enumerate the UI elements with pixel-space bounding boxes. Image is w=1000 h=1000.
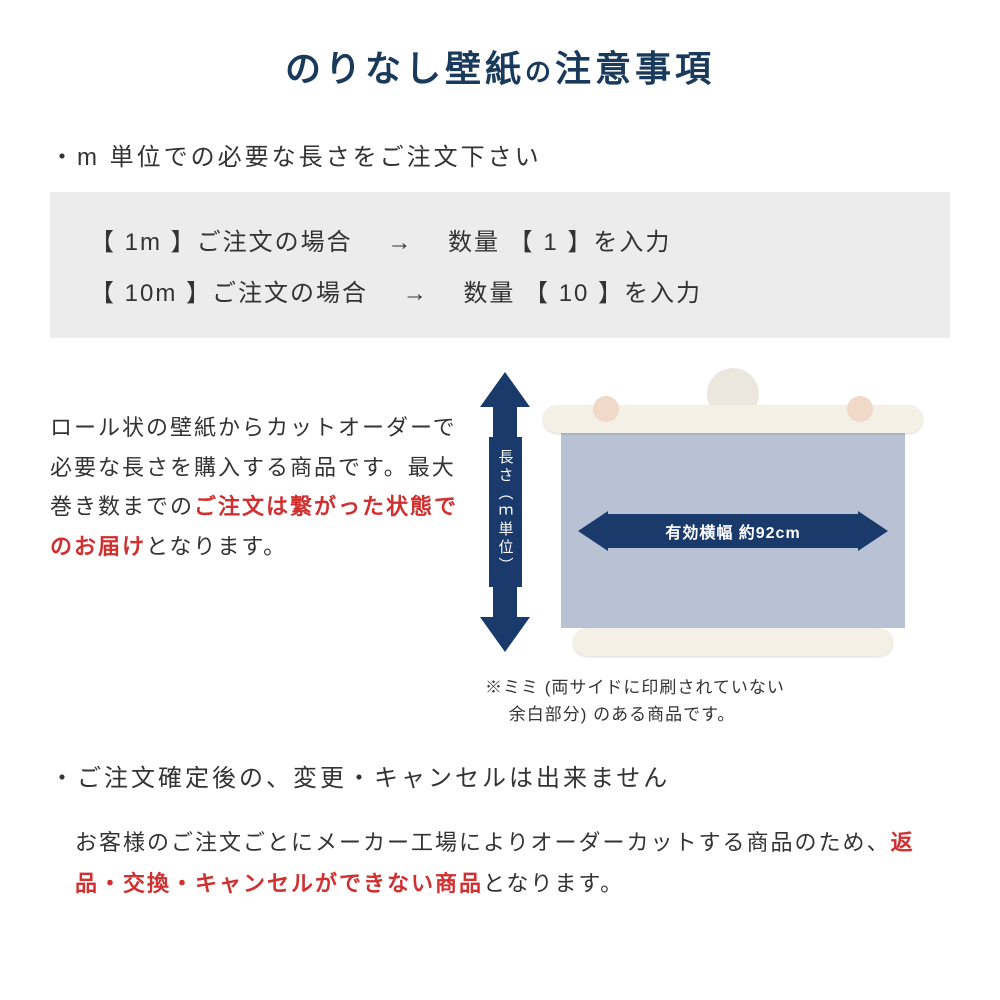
arrow-up-icon	[480, 372, 530, 407]
arrow-shaft	[493, 407, 517, 437]
hand-right-icon	[847, 396, 873, 422]
page-title: のりなし壁紙の注意事項	[50, 40, 950, 92]
desc-after: となります。	[146, 534, 287, 559]
vertical-arrow: 長さ（ｍ単位）	[475, 372, 535, 652]
title-main-before: のりなし壁紙	[285, 48, 525, 89]
horizontal-arrow: 有効横幅 約92cm	[578, 511, 888, 551]
section1-heading: ・m 単位での必要な長さをご注文下さい	[50, 137, 950, 172]
section2-body: お客様のご注文ごとにメーカー工場によりオーダーカットする商品のため、返品・交換・…	[50, 813, 950, 904]
body-before: お客様のご注文ごとにメーカー工場によりオーダーカットする商品のため、	[75, 830, 891, 855]
diagram-area: 長さ（ｍ単位） 有効横幅 約92cm ※ミミ (両サイ	[475, 368, 950, 728]
section2-heading: ・ご注文確定後の、変更・キャンセルは出来ません	[50, 758, 950, 793]
horizontal-arrow-label: 有効横幅 約92cm	[608, 514, 858, 548]
section2: ・ご注文確定後の、変更・キャンセルは出来ません お客様のご注文ごとにメーカー工場…	[50, 758, 950, 904]
arrow-right-icon	[858, 511, 888, 551]
middle-section: ロール状の壁紙からカットオーダーで必要な長さを購入する商品です。最大巻き数までの…	[50, 368, 950, 728]
body-after: となります。	[483, 871, 624, 896]
description-text: ロール状の壁紙からカットオーダーで必要な長さを購入する商品です。最大巻き数までの…	[50, 368, 460, 728]
paper-sheet: 有効横幅 約92cm	[561, 433, 905, 628]
diagram-note: ※ミミ (両サイドに印刷されていない 余白部分) のある商品です。	[475, 674, 950, 728]
vertical-arrow-label: 長さ（ｍ単位）	[489, 437, 522, 587]
example-box: 【 1m 】ご注文の場合 → 数量 【 1 】を入力 【 10m 】ご注文の場合…	[50, 192, 950, 338]
title-main-after: 注意事項	[555, 48, 715, 89]
example-row-2: 【 10m 】ご注文の場合 → 数量 【 10 】を入力	[90, 265, 910, 316]
arrow-shaft	[493, 587, 517, 617]
title-small: の	[525, 57, 555, 87]
wallpaper-panel: 有効横幅 約92cm	[543, 368, 923, 656]
hand-left-icon	[593, 396, 619, 422]
arrow-down-icon	[480, 617, 530, 652]
diagram-wrapper: 長さ（ｍ単位） 有効横幅 約92cm	[475, 368, 950, 656]
roll-bottom-icon	[573, 628, 893, 656]
example-row-1: 【 1m 】ご注文の場合 → 数量 【 1 】を入力	[90, 214, 910, 265]
arrow-left-icon	[578, 511, 608, 551]
